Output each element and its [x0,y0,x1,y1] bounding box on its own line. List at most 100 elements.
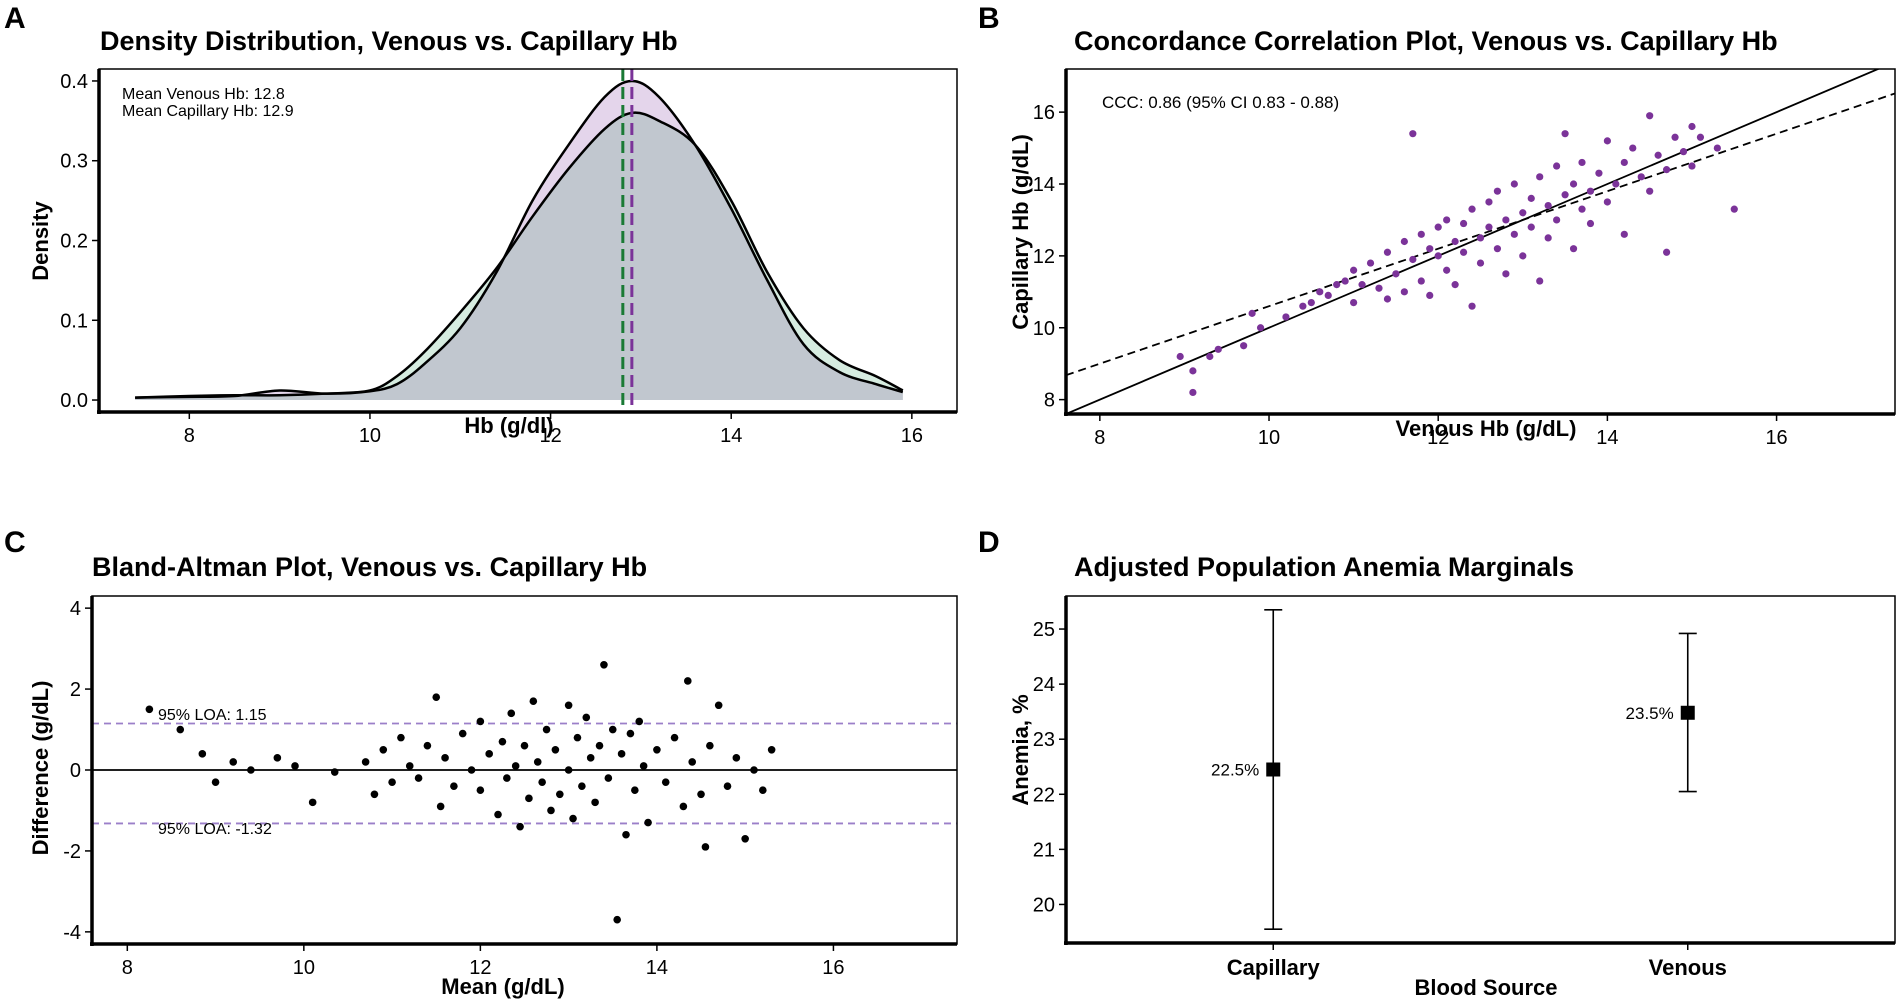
difference-point [617,750,626,758]
panel-letter-c: C [4,526,26,559]
scatter-point [1688,122,1696,131]
scatter-point [1696,133,1705,141]
difference-point [564,701,573,710]
scatter-point [1553,162,1561,170]
venous-density-curve [135,111,904,399]
scatter-point [1451,237,1459,246]
scatter-point [1214,345,1222,353]
difference-point [600,660,608,669]
panel-c-x-tick-label: 10 [293,957,315,979]
loa-lower-label: 95% LOA: -1.32 [158,821,272,838]
fit-line [1066,92,1895,377]
concordance-plot: 8 10 12 14 16 8 10 12 14 16 [1033,68,1896,449]
scatter-point [1485,198,1493,206]
panel-b-y-tick-label: 8 [1044,390,1055,412]
scatter-point [1350,298,1358,307]
difference-point [767,745,776,754]
scatter-point [1620,230,1628,238]
scatter-point [1468,302,1476,310]
scatter-point [1544,234,1552,242]
difference-point [441,754,449,762]
panel-d-y-tick-label: 22 [1033,784,1055,806]
panel-b-x-tick-label: 14 [1596,427,1618,449]
loa-upper-label: 95% LOA: 1.15 [158,707,267,724]
difference-point [564,766,573,774]
scatter-point [1561,191,1569,199]
panel-a-y-tick-label: 0.1 [60,310,88,332]
difference-point [644,818,652,827]
difference-point [370,790,379,799]
panel-a-x-tick-label: 12 [539,425,561,447]
panel-c-y-tick-label: -2 [63,841,81,863]
density-plot: 8 10 12 14 16 0.0 0.1 0.2 0.3 0.4 [60,68,958,447]
scatter-point [1426,291,1434,300]
difference-point [578,782,586,790]
panel-b-x-tick-label: 12 [1427,427,1449,449]
difference-point [661,778,670,786]
scatter-point [1366,259,1375,267]
scatter-point [1324,291,1332,300]
panel-b-y-tick-label: 14 [1033,174,1055,196]
panel-c-y-tick-label: -4 [63,922,81,944]
mean-venous-label: Mean Venous Hb: 12.8 [122,86,285,103]
scatter-point [1569,245,1578,253]
panel-b-title: Concordance Correlation Plot, Venous vs.… [1074,26,1778,56]
scatter-point [1459,248,1468,256]
scatter-point [1392,270,1400,278]
difference-point [516,822,524,831]
scatter-point [1383,295,1392,303]
scatter-point [1569,180,1578,188]
scatter-point [1730,205,1738,213]
difference-point [622,830,630,839]
difference-point [229,758,238,766]
difference-point [688,758,697,766]
difference-point [591,798,599,807]
scatter-point [1612,180,1620,188]
difference-point [732,754,741,762]
scatter-point [1536,277,1544,285]
scatter-point [1282,313,1290,321]
scatter-point [1544,201,1552,210]
difference-point [639,762,648,770]
panel-d-ylabel: Anemia, % [1008,694,1033,805]
difference-point [405,762,414,770]
scatter-point [1400,237,1408,246]
scatter-point [1510,230,1518,238]
difference-point [436,802,445,811]
difference-point [750,766,758,774]
difference-point [361,758,370,766]
panel-c-y-tick-label: 2 [70,679,81,701]
scatter-point [1176,352,1184,361]
difference-point [330,768,339,776]
panel-d-plot-frame [1065,595,1896,944]
panel-c-x-tick-label: 16 [822,957,844,979]
panel-b-data-layer [1066,69,1895,414]
scatter-point [1578,158,1586,167]
difference-point [507,709,516,718]
scatter-point [1654,151,1662,159]
panel-c-title: Bland-Altman Plot, Venous vs. Capillary … [92,552,647,582]
scatter-point [1434,252,1442,260]
panel-a-y-tick-label: 0.0 [60,390,88,412]
value-label-capillary: 22.5% [1211,761,1259,780]
difference-point [525,794,533,803]
difference-point [458,729,467,738]
scatter-point [1561,130,1569,138]
panel-d-y-tick-label: 23 [1033,729,1055,751]
scatter-point [1646,112,1654,120]
difference-point [388,778,396,786]
scatter-point [1519,209,1527,217]
difference-point [551,745,560,754]
difference-point [542,725,551,734]
panel-letter-b: B [978,2,1000,35]
scatter-point [1476,259,1485,267]
panel-b-y-tick-label: 10 [1033,318,1055,340]
difference-point [569,814,577,823]
difference-point [494,810,502,819]
scatter-point [1586,187,1595,195]
scatter-point [1637,173,1645,181]
bland-altman-plot: 8 10 12 14 16 -4 -2 0 2 4 [63,595,958,979]
scatter-point [1620,158,1628,167]
difference-point [529,697,538,706]
difference-point [573,733,582,742]
